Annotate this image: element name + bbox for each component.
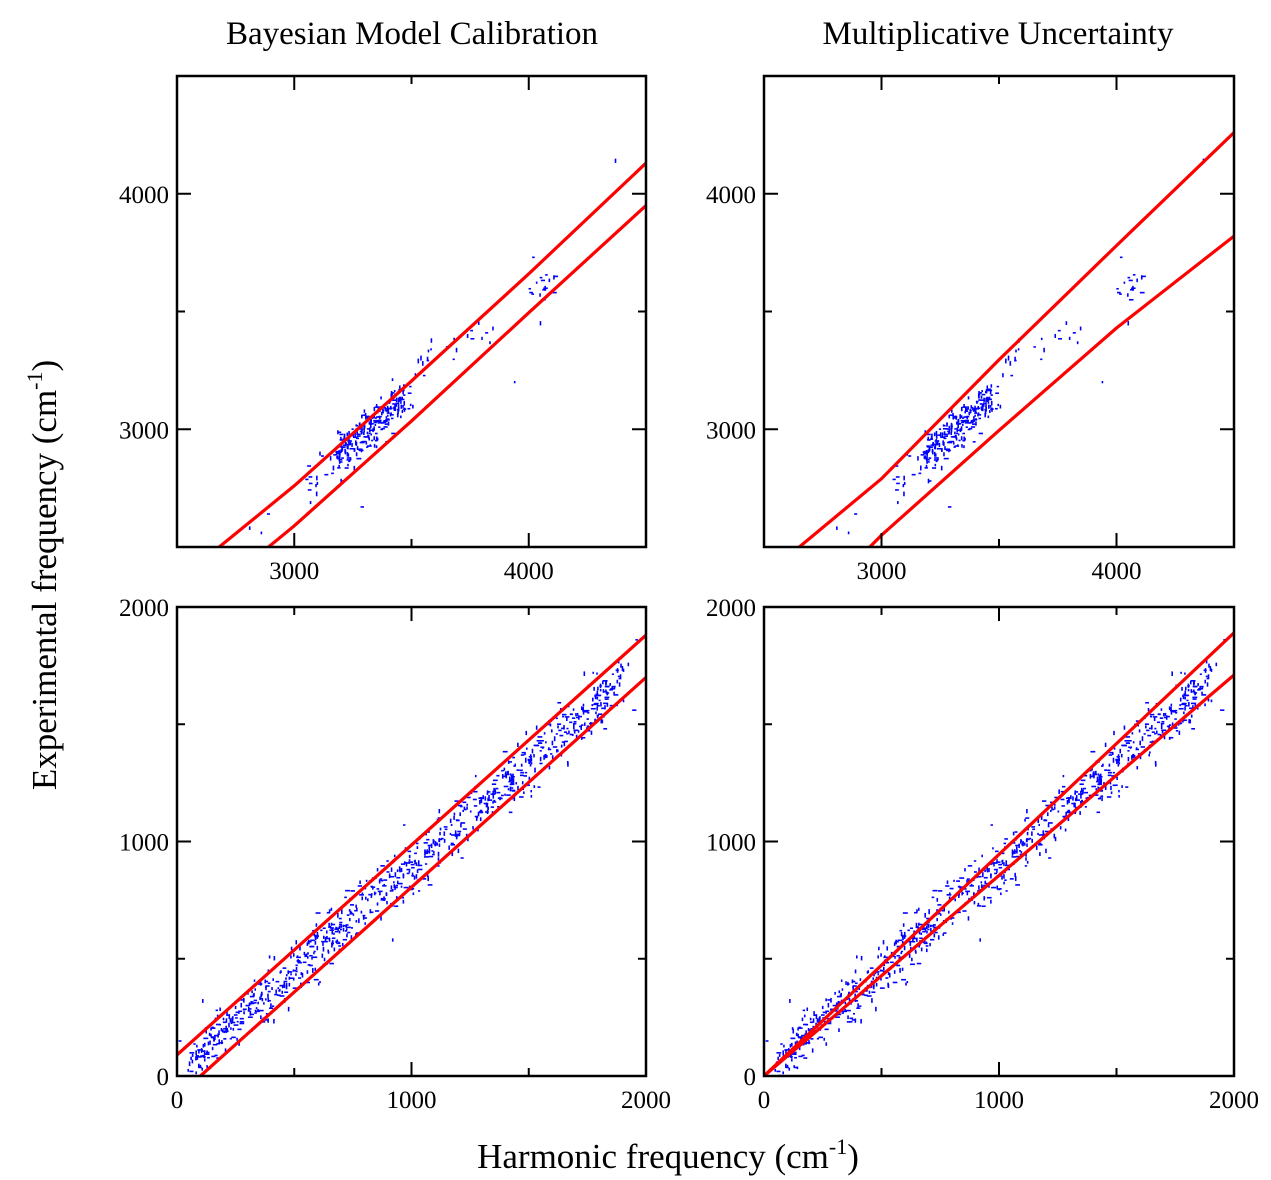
axes-frame-top-left [175,74,648,549]
x-tick-label: 1000 [974,1087,1024,1114]
column-title-multiplicative: Multiplicative Uncertainty [823,16,1174,52]
y-axis-title-text: Experimental frequency (cm [25,390,64,790]
y-tick-label: 3000 [119,417,169,444]
plot-area-bottom-left [177,633,646,1076]
y-tick-label: 0 [157,1064,170,1091]
x-axis-title-sup: -1 [829,1134,847,1159]
axes-frame-top-right [762,74,1236,549]
x-axis-title-close: ) [847,1137,859,1176]
x-tick-label: 3000 [857,558,907,585]
band-lower-bottom-right [764,673,1234,1076]
x-axis-title: Harmonic frequency (cm-1) [477,1134,859,1176]
y-tick-label: 4000 [119,182,169,209]
plot-area-bottom-right [764,631,1234,1076]
x-tick-label: 3000 [269,558,319,585]
y-tick-label: 0 [744,1064,757,1091]
y-axis-title-close: ) [25,360,64,372]
y-tick-label: 3000 [706,417,756,444]
band-upper-bottom-right [764,631,1234,1076]
x-axis-title-text: Harmonic frequency (cm [477,1137,829,1176]
x-tick-label: 4000 [1092,558,1142,585]
band-upper-top-left [218,161,646,547]
plot-area-top-left [218,158,646,547]
column-title-bayesian: Bayesian Model Calibration [226,16,598,52]
y-tick-label: 1000 [119,830,169,857]
band-lower-bottom-left [199,676,646,1076]
panel-bottom-left: 0 1000 2000 0 1000 2000 [119,595,671,1114]
band-lower-top-left [267,204,646,547]
plot-area-top-right [798,131,1234,547]
panel-bottom-right: 0 1000 2000 0 1000 2000 [706,595,1259,1114]
x-tick-label: 2000 [1209,1087,1259,1114]
y-tick-label: 2000 [706,595,756,622]
x-tick-label: 0 [171,1087,184,1114]
y-tick-label: 4000 [706,182,756,209]
x-tick-label: 1000 [387,1087,437,1114]
band-upper-bottom-left [177,633,646,1057]
x-tick-label: 2000 [621,1087,671,1114]
band-lower-top-right [868,234,1234,547]
y-axis-title: Experimental frequency (cm-1) [22,360,64,790]
x-tick-label: 4000 [504,558,554,585]
x-tick-label: 0 [758,1087,771,1114]
band-upper-top-right [798,131,1234,547]
y-tick-label: 2000 [119,595,169,622]
y-tick-label: 1000 [706,830,756,857]
y-axis-title-sup: -1 [22,371,47,389]
panel-top-left: 3000 4000 3000 4000 [119,74,648,585]
panels: 3000 4000 3000 4000 3000 4000 3000 4000 0 1000 200… [119,74,1259,1114]
panel-top-right: 3000 4000 3000 4000 [706,74,1236,585]
